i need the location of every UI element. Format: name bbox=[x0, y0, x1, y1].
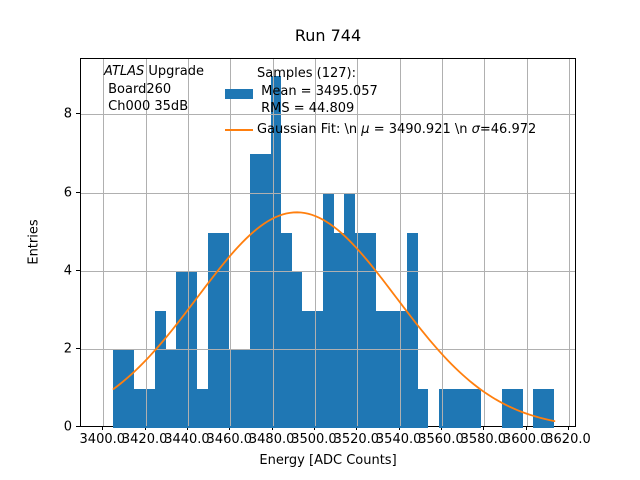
x-tick-label: 3560.0 bbox=[418, 432, 464, 448]
histogram-bar bbox=[354, 232, 366, 429]
x-tick-mark bbox=[271, 426, 273, 431]
histogram-bar bbox=[333, 232, 345, 429]
annotation-line1-rest: Upgrade bbox=[144, 64, 204, 79]
y-gridline bbox=[81, 348, 575, 350]
histogram-bar bbox=[375, 310, 387, 429]
x-tick-label: 3520.0 bbox=[333, 432, 380, 448]
histogram-bar bbox=[543, 389, 555, 429]
x-tick-mark bbox=[398, 426, 400, 431]
x-gridline bbox=[103, 58, 105, 427]
plot-area bbox=[80, 57, 576, 429]
x-gridline bbox=[230, 58, 232, 427]
x-gridline bbox=[145, 58, 147, 427]
y-tick-mark bbox=[76, 113, 80, 115]
x-tick-label: 3540.0 bbox=[375, 432, 422, 448]
y-tick-label: 2 bbox=[63, 341, 72, 357]
histogram-bar bbox=[165, 349, 177, 429]
x-tick-label: 3420.0 bbox=[121, 432, 168, 448]
x-gridline bbox=[314, 58, 316, 427]
gaussian-fit-curve bbox=[112, 211, 556, 422]
histogram-bar bbox=[281, 232, 292, 429]
histogram-bar bbox=[449, 389, 460, 429]
histogram-bar bbox=[438, 389, 450, 429]
annotation-brand: ATLAS bbox=[104, 64, 145, 79]
y-tick-mark bbox=[76, 347, 80, 349]
x-tick-label: 3500.0 bbox=[291, 432, 337, 448]
x-tick-mark bbox=[186, 426, 188, 431]
histogram-bar bbox=[501, 389, 513, 429]
x-gridline bbox=[569, 58, 570, 427]
y-axis-label: Entries bbox=[26, 219, 42, 265]
histogram-bar bbox=[470, 389, 481, 429]
x-gridline bbox=[399, 58, 401, 427]
histogram-bar bbox=[396, 310, 408, 429]
y-tick-label: 0 bbox=[63, 419, 72, 435]
x-gridline bbox=[187, 58, 189, 427]
y-tick-mark bbox=[76, 191, 80, 193]
histogram-bar bbox=[533, 389, 544, 429]
x-gridline bbox=[272, 58, 274, 427]
x-tick-label: 3460.0 bbox=[206, 432, 253, 448]
histogram-bar bbox=[155, 310, 166, 429]
y-gridline bbox=[81, 192, 575, 194]
y-tick-mark bbox=[76, 426, 80, 428]
x-tick-mark bbox=[229, 426, 231, 431]
histogram-bar bbox=[302, 310, 313, 429]
x-gridline bbox=[526, 58, 528, 427]
chart-title: Run 744 bbox=[294, 26, 362, 45]
histogram-bar bbox=[249, 154, 261, 429]
y-tick-label: 8 bbox=[63, 106, 72, 122]
x-gridline bbox=[357, 58, 359, 427]
y-gridline bbox=[81, 114, 575, 116]
x-tick-mark bbox=[102, 426, 104, 431]
y-gridline bbox=[81, 270, 575, 272]
histogram-bar bbox=[228, 349, 240, 429]
histogram-bar bbox=[344, 193, 355, 429]
detector-annotation: ATLAS Upgrade Board260 Ch000 35dB bbox=[104, 63, 204, 116]
annotation-line3: Ch000 35dB bbox=[104, 99, 189, 114]
histogram-bar bbox=[207, 232, 219, 429]
histogram-bar bbox=[270, 76, 282, 429]
x-tick-label: 3580.0 bbox=[460, 432, 507, 448]
histogram-bar bbox=[113, 349, 124, 429]
histogram-bar bbox=[365, 232, 376, 429]
annotation-line2: Board260 bbox=[104, 81, 172, 97]
x-gridline bbox=[484, 58, 486, 427]
histogram-bar bbox=[417, 389, 429, 429]
histogram-bar bbox=[134, 389, 145, 429]
x-tick-label: 3480.0 bbox=[248, 432, 295, 448]
histogram-bar bbox=[407, 232, 418, 429]
x-tick-mark bbox=[144, 426, 146, 431]
histogram-bar bbox=[197, 389, 208, 429]
y-tick-mark bbox=[76, 269, 80, 271]
x-tick-label: 3600.0 bbox=[502, 432, 549, 448]
x-tick-label: 3620.0 bbox=[545, 432, 591, 448]
histogram-bar bbox=[239, 349, 250, 429]
histogram-bar bbox=[260, 154, 271, 429]
histogram-bar bbox=[312, 310, 324, 429]
histogram-bar bbox=[386, 310, 397, 429]
histogram-bar bbox=[218, 232, 229, 429]
histogram-bar bbox=[459, 389, 471, 429]
x-tick-mark bbox=[525, 426, 527, 431]
x-gridline bbox=[441, 58, 443, 427]
y-tick-label: 4 bbox=[63, 263, 72, 279]
x-tick-label: 3400.0 bbox=[79, 432, 126, 448]
y-tick-label: 6 bbox=[63, 185, 72, 201]
x-axis-label: Energy [ADC Counts] bbox=[259, 453, 397, 468]
x-tick-label: 3440.0 bbox=[164, 432, 210, 448]
histogram-bar bbox=[512, 389, 523, 429]
x-tick-mark bbox=[483, 426, 485, 431]
histogram-bar bbox=[323, 193, 334, 429]
histogram-bar bbox=[123, 349, 135, 429]
x-tick-mark bbox=[356, 426, 358, 431]
histogram-bar bbox=[144, 389, 156, 429]
x-tick-mark bbox=[568, 426, 569, 431]
x-tick-mark bbox=[313, 426, 315, 431]
x-tick-mark bbox=[440, 426, 442, 431]
